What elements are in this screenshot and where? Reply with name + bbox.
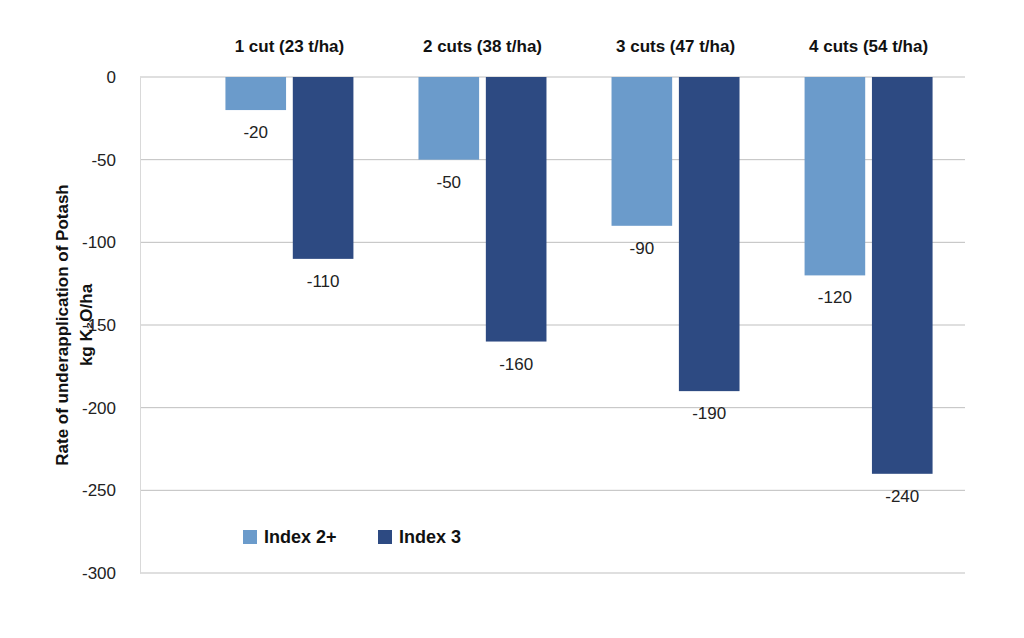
legend-label: Index 3 — [399, 527, 461, 547]
bar — [225, 77, 286, 110]
data-label: -120 — [818, 288, 852, 307]
x-tick: 4 cuts (54 t/ha) — [809, 37, 928, 56]
data-labels: -20 -50 -90 -120 -110 -160 -190 -240 — [243, 123, 919, 506]
y-tick: -250 — [82, 481, 140, 500]
grid-line — [140, 490, 965, 491]
bar — [872, 77, 933, 474]
y-tick-label: -100 — [82, 233, 116, 252]
data-label: -240 — [885, 487, 919, 506]
y-tick: -50 — [91, 151, 140, 170]
y-tick-label: 0 — [107, 68, 116, 87]
y-tick: -100 — [82, 233, 140, 252]
x-tick-label: 4 cuts (54 t/ha) — [809, 37, 928, 56]
bar — [612, 77, 673, 226]
data-label: -190 — [692, 404, 726, 423]
legend-swatch — [378, 530, 392, 544]
data-label: -110 — [307, 272, 340, 291]
chart: 0-50-100-150-200-250-3001 cut (23 t/ha)2… — [0, 0, 1024, 638]
x-tick-label: 1 cut (23 t/ha) — [235, 37, 345, 56]
bar — [486, 77, 547, 342]
x-tick-label: 2 cuts (38 t/ha) — [423, 37, 542, 56]
y-tick: 0 — [107, 68, 140, 87]
bar — [679, 77, 740, 391]
y-axis-title: Rate of underapplication of Potash — [53, 184, 72, 465]
data-label: -160 — [499, 355, 533, 374]
bars — [225, 77, 932, 474]
y-tick-label: -300 — [82, 564, 116, 583]
x-tick-label: 3 cuts (47 t/ha) — [616, 37, 735, 56]
legend-label: Index 2+ — [264, 527, 337, 547]
grid-line — [140, 573, 965, 574]
x-tick: 2 cuts (38 t/ha) — [423, 37, 542, 56]
bar — [293, 77, 354, 259]
y-tick-label: -250 — [82, 481, 116, 500]
x-tick: 1 cut (23 t/ha) — [235, 37, 345, 56]
data-label: -90 — [630, 239, 655, 258]
grid-line — [140, 407, 965, 408]
data-label: -20 — [243, 123, 268, 142]
legend: Index 2+ Index 3 — [243, 527, 461, 547]
data-label: -50 — [437, 173, 462, 192]
legend-swatch — [243, 530, 257, 544]
bar — [418, 77, 479, 160]
bar — [805, 77, 866, 275]
y-tick: -200 — [82, 399, 140, 418]
y-tick-label: -50 — [91, 151, 116, 170]
grid — [140, 77, 965, 573]
y-tick: -300 — [82, 564, 140, 583]
x-tick: 3 cuts (47 t/ha) — [616, 37, 735, 56]
y-axis-line — [140, 78, 141, 574]
y-tick-label: -200 — [82, 399, 116, 418]
grid-line — [140, 325, 965, 326]
x-axis: 1 cut (23 t/ha) 2 cuts (38 t/ha) 3 cuts (4… — [194, 37, 966, 56]
y-axis-title: kg K₂O/ha — [77, 283, 96, 366]
